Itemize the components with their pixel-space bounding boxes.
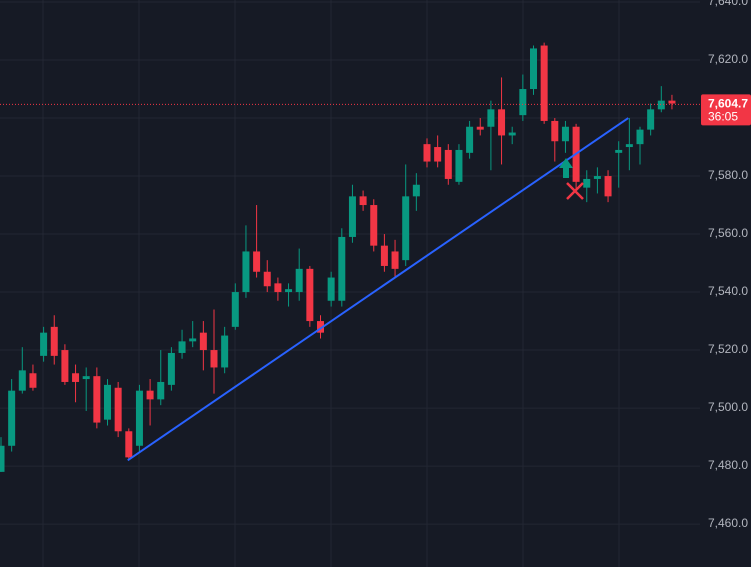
price-tag-label: 7,604.7: [708, 97, 748, 111]
buy-marker: [559, 158, 573, 178]
candle-body: [508, 132, 516, 136]
candle-body: [135, 390, 143, 446]
candle-body: [412, 184, 420, 197]
candle-body: [29, 373, 37, 388]
candle-body: [104, 384, 111, 420]
candle-body: [221, 335, 229, 368]
y-tick-label: 7,540.0: [708, 284, 748, 298]
candle-body: [615, 149, 623, 153]
candle-body: [348, 196, 356, 237]
candle-body: [380, 245, 388, 266]
y-tick-label: 7,460.0: [708, 516, 748, 530]
candle-body: [306, 268, 314, 322]
candle-body: [178, 341, 186, 353]
candle-body: [285, 289, 293, 293]
candle-body: [18, 370, 26, 391]
candle-body: [455, 149, 463, 182]
candle-body: [593, 176, 601, 179]
candle-body: [359, 196, 367, 206]
candle-body: [189, 338, 197, 342]
y-tick-label: 7,620.0: [708, 52, 748, 66]
candle-body: [157, 381, 165, 400]
price-tag-countdown: 36:05: [708, 110, 738, 124]
candle-body: [114, 387, 122, 432]
candle-body: [583, 178, 591, 188]
candle-body: [561, 126, 569, 142]
candle-body: [668, 100, 676, 104]
candle-body: [253, 251, 261, 272]
candle-body: [444, 149, 452, 179]
trend-line: [127, 117, 629, 462]
candle-body: [519, 89, 527, 116]
candle-body: [391, 251, 399, 269]
candle-body: [338, 236, 346, 301]
y-tick-label: 7,640.0: [708, 0, 748, 8]
candle-body: [40, 332, 48, 356]
candle-body: [0, 445, 5, 472]
candle-body: [295, 268, 303, 293]
candle-body: [476, 126, 484, 130]
candle-body: [274, 283, 282, 293]
candle-body: [93, 376, 101, 423]
candle-body: [498, 109, 506, 136]
y-tick-label: 7,560.0: [708, 226, 748, 240]
candle-body: [466, 126, 474, 153]
candle-body: [242, 251, 250, 293]
y-tick-label: 7,580.0: [708, 168, 748, 182]
candle-body: [199, 332, 207, 351]
candle-body: [263, 271, 271, 287]
candle-body: [487, 109, 495, 127]
y-tick-label: 7,500.0: [708, 400, 748, 414]
candle-body: [636, 129, 644, 145]
candle-body: [125, 431, 133, 458]
candle-body: [327, 277, 335, 301]
candle-body: [434, 147, 442, 162]
candle-body: [540, 45, 548, 121]
sell-marker: [566, 182, 584, 200]
candle-body: [647, 109, 655, 130]
candle-body: [402, 196, 410, 261]
candle-body: [50, 326, 58, 356]
candle-body: [370, 205, 378, 246]
candle-body: [231, 292, 239, 327]
y-tick-label: 7,520.0: [708, 342, 748, 356]
candle-body: [210, 350, 218, 368]
candle-body: [82, 376, 90, 380]
candle-body: [625, 144, 633, 148]
candle-body: [61, 350, 69, 382]
candle-body: [8, 390, 16, 446]
candle-body: [72, 373, 80, 382]
candle-body: [146, 390, 154, 400]
candle-body: [530, 48, 537, 90]
candle-body: [604, 176, 612, 197]
candle-body: [167, 352, 175, 385]
candle-body: [657, 100, 665, 110]
y-tick-label: 7,480.0: [708, 458, 748, 472]
candle-body: [423, 144, 431, 162]
price-tag: [701, 94, 751, 126]
candle-body: [317, 321, 324, 333]
candle-body: [551, 120, 559, 142]
